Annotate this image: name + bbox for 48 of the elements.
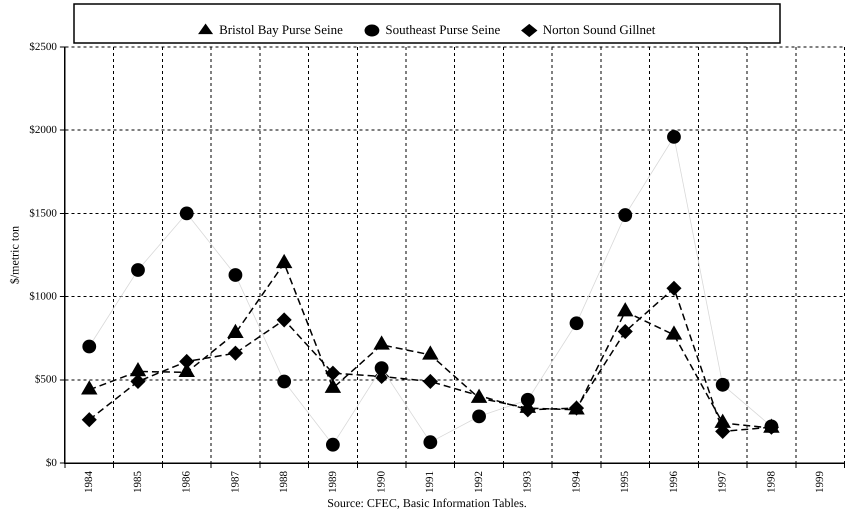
x-tick-label: 1992 — [472, 471, 485, 493]
legend-label: Bristol Bay Purse Seine — [219, 22, 344, 37]
point — [82, 340, 96, 354]
legend-label: Norton Sound Gillnet — [542, 22, 656, 37]
point — [374, 361, 389, 376]
point — [423, 435, 438, 450]
point — [228, 268, 242, 282]
point — [423, 374, 438, 389]
point — [131, 263, 145, 277]
x-tick-label: 1994 — [570, 470, 582, 493]
x-tick-label: 1996 — [668, 470, 680, 493]
x-tick-label: 1998 — [765, 470, 778, 493]
y-tick-label: $2500 — [29, 40, 58, 53]
x-tick-label: 1999 — [814, 470, 826, 493]
point — [326, 438, 340, 452]
point — [570, 316, 584, 330]
point — [666, 281, 682, 296]
point — [276, 312, 292, 328]
x-tick-label: 1984 — [83, 470, 96, 493]
x-tick-label: 1990 — [376, 470, 388, 493]
y-tick-label: $2000 — [29, 124, 58, 136]
point — [82, 412, 97, 427]
x-tick-label: 1995 — [619, 470, 632, 493]
point — [180, 206, 194, 220]
y-tick-label: $0 — [46, 456, 58, 469]
point — [326, 366, 340, 380]
y-tick-label: $1500 — [29, 207, 58, 220]
point — [277, 374, 292, 388]
point — [667, 130, 681, 144]
point — [716, 378, 730, 392]
y-axis-title: $/metric ton — [7, 226, 22, 284]
x-tick-label: 1989 — [326, 470, 339, 493]
point — [618, 208, 632, 222]
source-note: Source: CFEC, Basic Information Tables. — [326, 496, 528, 511]
x-tick-label: 1987 — [229, 470, 242, 493]
y-tick-label: $500 — [34, 374, 58, 386]
point — [130, 374, 146, 389]
x-tick-label: 1985 — [132, 470, 144, 493]
y-tick-label: $1000 — [29, 290, 58, 302]
point — [228, 346, 243, 360]
x-tick-label: 1997 — [716, 470, 729, 493]
point — [618, 324, 632, 339]
legend-label: Southeast Purse Seine — [385, 22, 500, 37]
x-tick-label: 1986 — [180, 470, 193, 493]
point — [472, 410, 486, 424]
x-tick-label: 1991 — [424, 471, 436, 493]
x-tick-label: 1988 — [278, 470, 290, 493]
x-tick-label: 1993 — [522, 470, 534, 493]
